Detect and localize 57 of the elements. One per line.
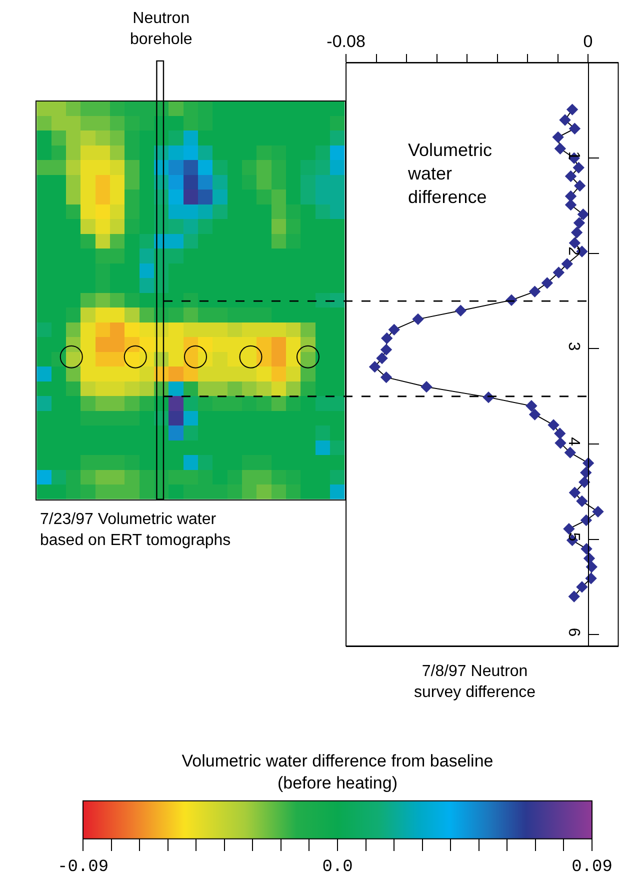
y-tick-label: 5 bbox=[564, 532, 582, 542]
point bbox=[576, 495, 588, 508]
point bbox=[380, 371, 392, 384]
y-tick-label: 1 bbox=[564, 151, 582, 160]
point bbox=[528, 286, 541, 298]
y-tick-label: 6 bbox=[564, 628, 582, 637]
point bbox=[592, 506, 604, 518]
x-tick-label: 0 bbox=[583, 32, 593, 52]
point bbox=[566, 104, 578, 116]
point bbox=[526, 400, 538, 412]
point bbox=[376, 352, 388, 364]
point bbox=[576, 581, 588, 593]
point bbox=[572, 162, 584, 174]
point bbox=[578, 476, 590, 488]
point bbox=[554, 428, 566, 440]
text: Neutron borehole bbox=[130, 10, 192, 48]
text: 7/23/97 Volumetric water based on ERT tomographs bbox=[40, 511, 231, 549]
point bbox=[380, 344, 392, 356]
point bbox=[574, 180, 586, 192]
point bbox=[388, 324, 400, 336]
point bbox=[564, 446, 576, 458]
point bbox=[554, 437, 566, 449]
annotation: Volumetric water difference bbox=[407, 140, 492, 207]
point bbox=[548, 419, 560, 431]
point bbox=[368, 360, 381, 373]
point bbox=[552, 131, 564, 144]
point bbox=[454, 304, 467, 316]
point bbox=[554, 142, 566, 154]
text: 7/8/97 Neutron survey difference bbox=[414, 663, 536, 701]
point bbox=[573, 217, 586, 229]
point bbox=[552, 266, 565, 278]
point bbox=[568, 486, 581, 498]
point bbox=[568, 590, 580, 602]
point bbox=[528, 408, 541, 420]
point bbox=[559, 114, 571, 126]
color-bar-label: 0.0 bbox=[322, 858, 353, 878]
point bbox=[412, 313, 424, 326]
point bbox=[563, 522, 575, 535]
y-tick-label: 2 bbox=[564, 246, 582, 256]
color-bar-label: 0.09 bbox=[572, 858, 612, 878]
color-bar-title: Volumetric water difference from baseline (before heating) bbox=[182, 752, 494, 793]
point bbox=[381, 332, 393, 344]
point bbox=[577, 208, 590, 220]
x-tick-label: -0.08 bbox=[326, 32, 366, 52]
point bbox=[564, 170, 577, 182]
point bbox=[570, 226, 583, 238]
point bbox=[564, 190, 577, 202]
point bbox=[561, 258, 573, 270]
point bbox=[586, 561, 598, 573]
point bbox=[580, 542, 592, 555]
y-tick-label: 3 bbox=[564, 342, 582, 351]
point bbox=[541, 277, 554, 289]
color-bar-label: -0.09 bbox=[58, 858, 109, 878]
point bbox=[585, 572, 597, 584]
y-tick-label: 4 bbox=[564, 437, 582, 446]
point bbox=[420, 380, 432, 393]
point bbox=[568, 122, 581, 134]
